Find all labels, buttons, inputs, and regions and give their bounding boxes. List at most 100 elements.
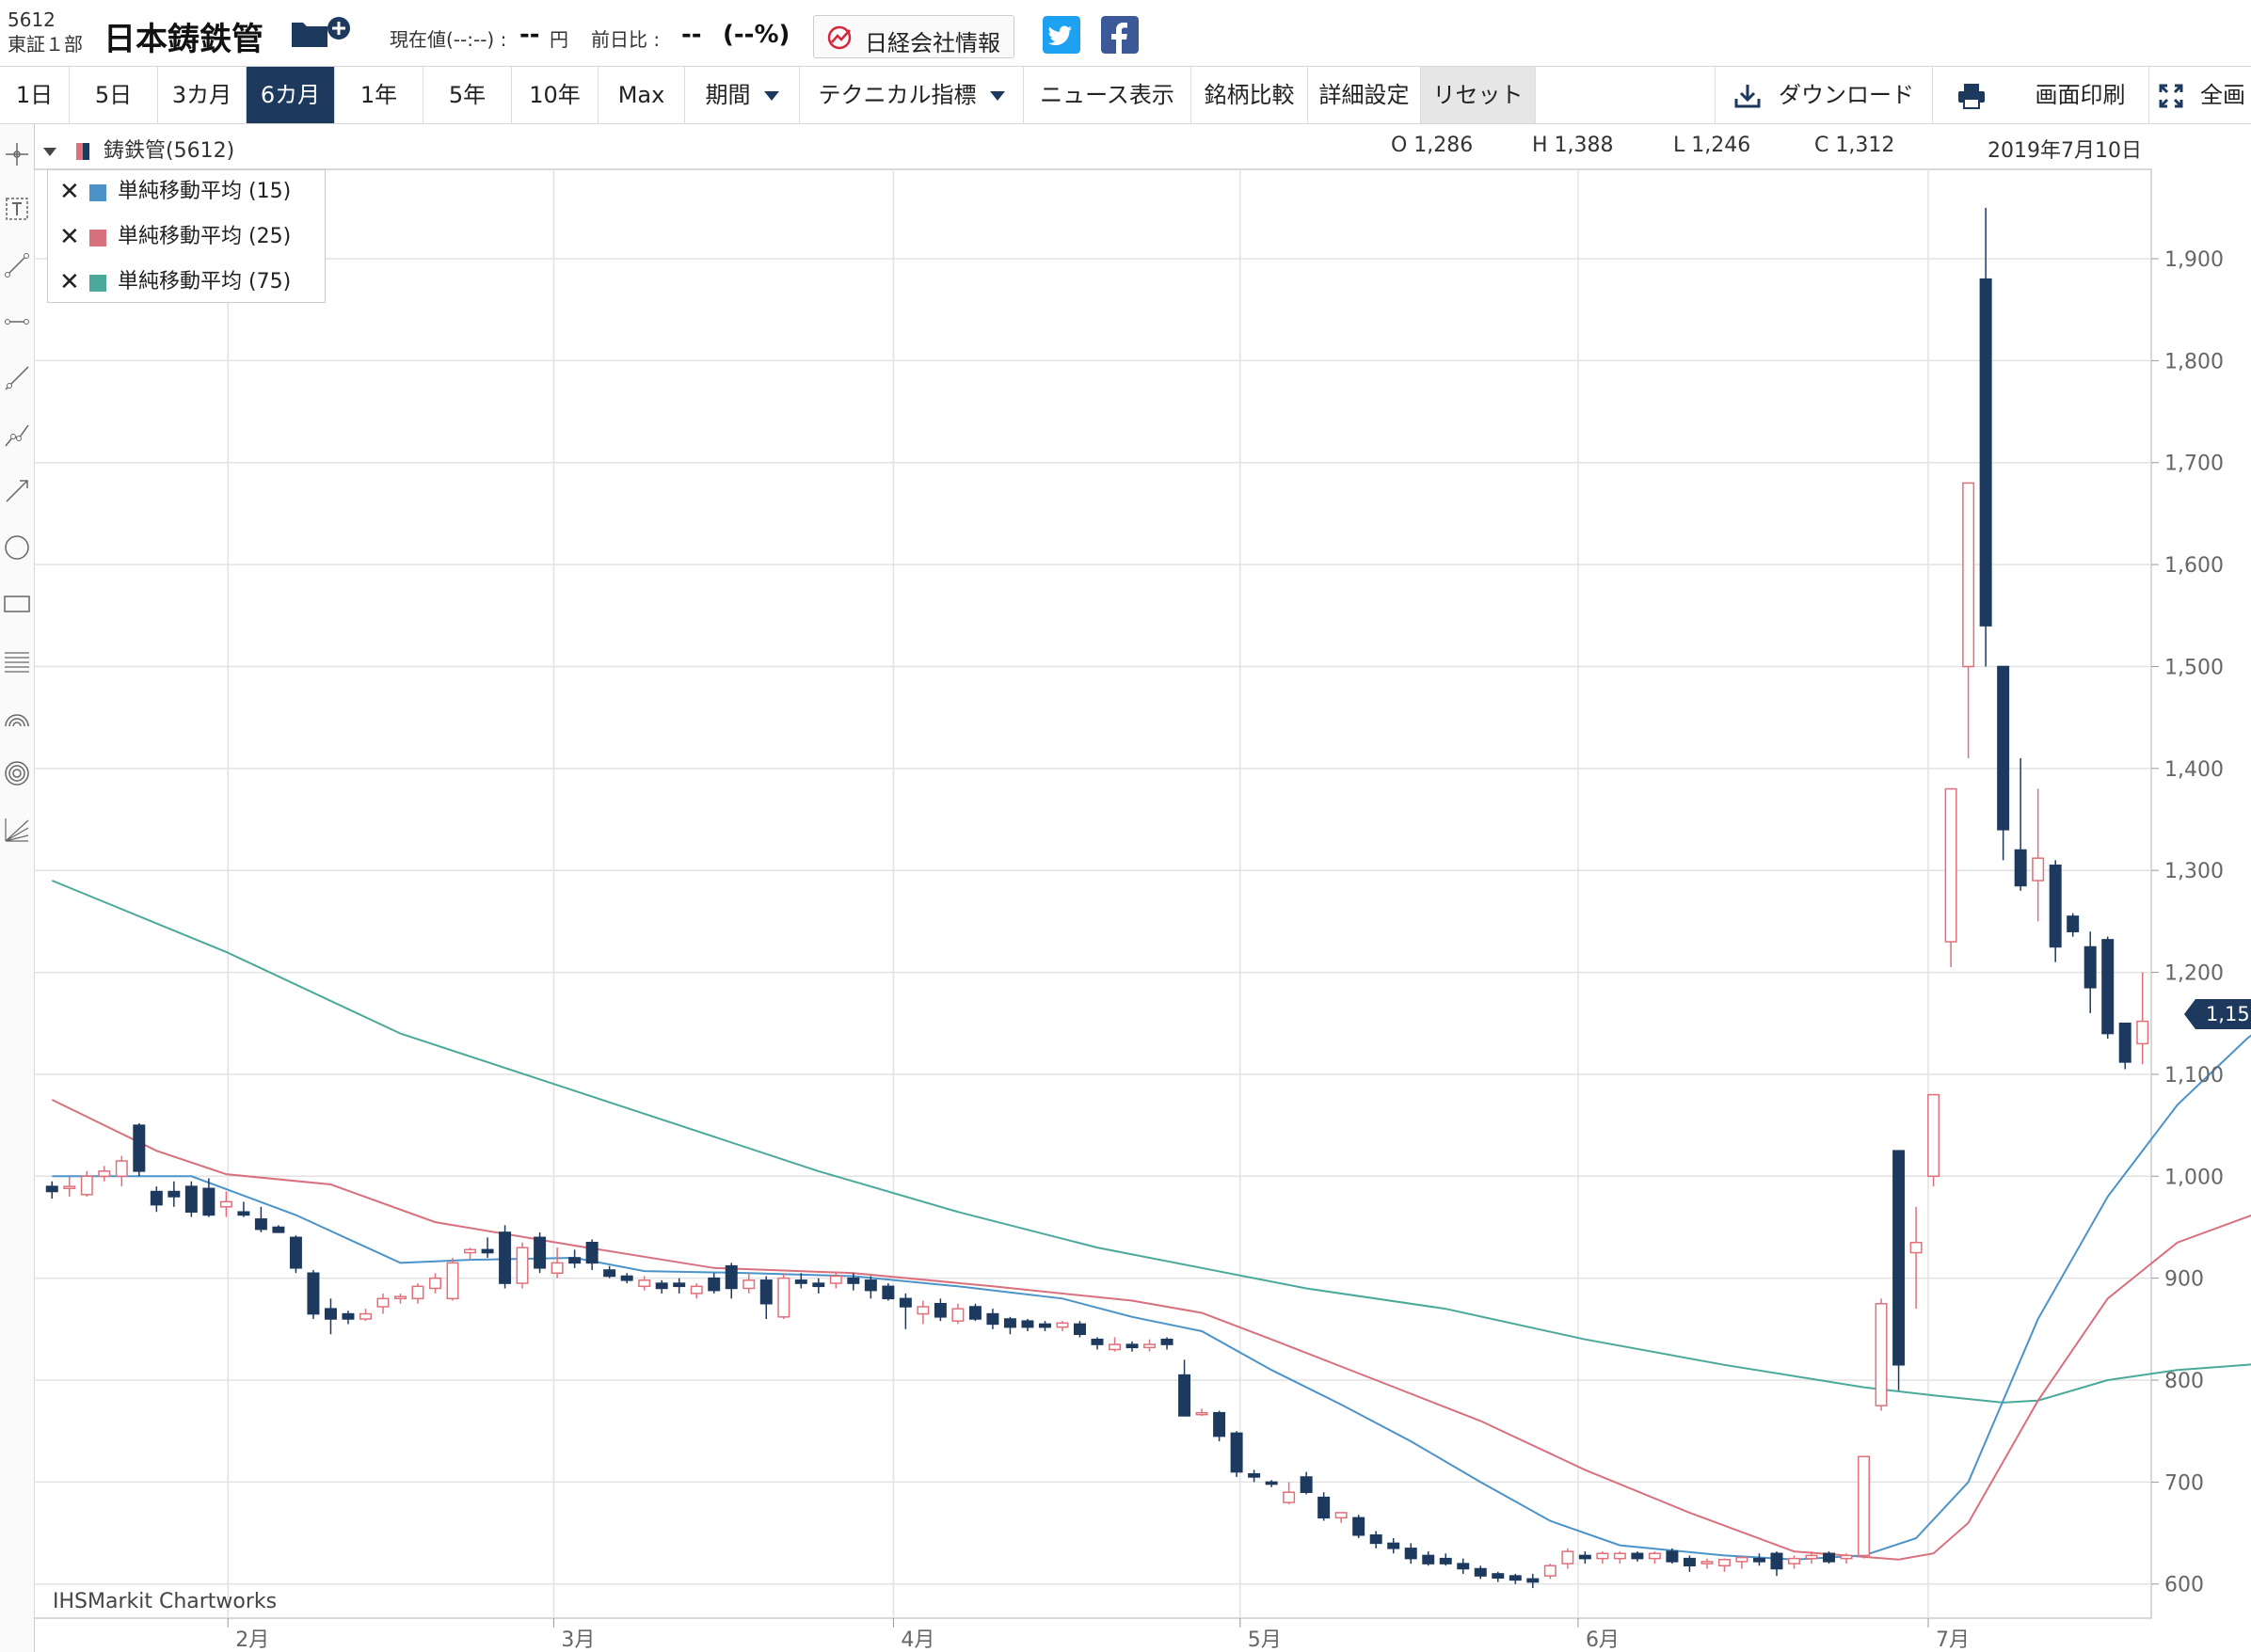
candle	[80, 1170, 93, 1197]
add-to-portfolio-icon[interactable]	[290, 15, 352, 53]
candle-body	[184, 1185, 198, 1213]
y-tick-label: 1,300	[2164, 860, 2224, 883]
caret-down-icon	[989, 91, 1005, 101]
fullscreen-button[interactable]: 全画	[2149, 67, 2251, 123]
price-chart[interactable]: 600 700 800 900 1,000 1,100 1,200 1,300 1,400 1,5…	[34, 124, 2251, 1652]
fibonacci-circle-icon[interactable]	[2, 758, 32, 788]
range-dropdown[interactable]: 期間	[685, 67, 800, 123]
candle	[1369, 1531, 1382, 1549]
candle-body	[1300, 1476, 1313, 1493]
period-3m-button[interactable]: 3カ月	[158, 67, 247, 123]
text-tool-icon[interactable]	[2, 194, 32, 224]
candle-body	[1909, 1241, 1923, 1254]
candle	[551, 1247, 564, 1279]
period-10y-button[interactable]: 10年	[512, 67, 599, 123]
candle-body	[98, 1170, 111, 1178]
candle	[342, 1310, 355, 1325]
period-1d-button[interactable]: 1日	[0, 67, 70, 123]
candle-body	[464, 1248, 477, 1254]
candle-body	[1143, 1343, 1157, 1349]
candle	[1648, 1551, 1661, 1565]
candle	[63, 1176, 76, 1197]
candle	[516, 1242, 529, 1289]
candle	[725, 1263, 738, 1299]
candle	[1195, 1408, 1208, 1416]
period-6m-button[interactable]: 6カ月	[247, 67, 335, 123]
sma75-line	[51, 880, 2251, 1404]
candle-body	[2049, 865, 2062, 948]
candle	[411, 1283, 424, 1304]
x-tick-label: 7月	[1936, 1628, 1970, 1652]
period-5y-button[interactable]: 5年	[423, 67, 512, 123]
fibonacci-retracement-icon[interactable]	[2, 645, 32, 675]
news-toggle-button[interactable]: ニュース表示	[1024, 67, 1191, 123]
legend-item-sma25: ✕ 単純移動平均 (25)	[57, 218, 321, 256]
technical-indicator-dropdown[interactable]: テクニカル指標	[800, 67, 1024, 123]
circle-tool-icon[interactable]	[2, 532, 32, 563]
candle	[1717, 1558, 1731, 1572]
legend-swatch	[89, 230, 106, 246]
candle-body	[1352, 1517, 1365, 1536]
candle	[1160, 1337, 1173, 1350]
candle	[133, 1122, 146, 1177]
candle-body	[1126, 1343, 1139, 1349]
candle-body	[168, 1190, 181, 1198]
candle	[1230, 1431, 1243, 1477]
candlestick-chart[interactable]: 600 700 800 900 1,000 1,100 1,200 1,300 1,400 1,5…	[34, 124, 2251, 1652]
period-5d-button[interactable]: 5日	[70, 67, 158, 123]
candle	[1352, 1515, 1365, 1538]
candle	[1422, 1551, 1435, 1566]
candle-body	[1979, 278, 1992, 627]
print-button[interactable]: 画面印刷	[1933, 67, 2149, 123]
candle	[759, 1276, 773, 1319]
rectangle-tool-icon[interactable]	[2, 589, 32, 619]
trend-line-icon[interactable]	[2, 250, 32, 280]
candle	[951, 1303, 965, 1325]
remove-indicator-icon[interactable]: ✕	[59, 178, 80, 206]
candle-body	[1021, 1320, 1034, 1328]
candle-body	[359, 1312, 372, 1320]
candle	[429, 1273, 442, 1294]
candle-body	[1962, 482, 1975, 668]
candle-body	[2067, 915, 2080, 932]
candle	[812, 1278, 825, 1294]
download-button[interactable]: ダウンロード	[1715, 67, 1933, 123]
indicator-legend: ✕ 単純移動平均 (15) ✕ 単純移動平均 (25) ✕ 単純移動平均 (75…	[47, 169, 326, 303]
ray-line-icon[interactable]	[2, 363, 32, 393]
y-tick-label: 1,200	[2164, 962, 2224, 986]
candle-body	[794, 1279, 807, 1284]
candle	[1178, 1359, 1191, 1417]
period-1y-button[interactable]: 1年	[335, 67, 423, 123]
candle-body	[80, 1175, 93, 1196]
remove-indicator-icon[interactable]: ✕	[59, 268, 80, 296]
y-tick-label: 1,600	[2164, 554, 2224, 578]
detail-settings-button[interactable]: 詳細設定	[1308, 67, 1421, 123]
crosshair-icon[interactable]	[2, 139, 32, 169]
arrow-line-icon[interactable]	[2, 476, 32, 506]
nikkei-company-info-button[interactable]: 日経会社情報	[813, 15, 1014, 58]
series-selector[interactable]: 鋳鉄管(5612)	[43, 134, 234, 164]
candle-body	[986, 1312, 999, 1326]
period-max-button[interactable]: Max	[599, 67, 685, 123]
compare-button[interactable]: 銘柄比較	[1191, 67, 1308, 123]
remove-indicator-icon[interactable]: ✕	[59, 223, 80, 251]
candle-body	[1752, 1557, 1765, 1563]
candle	[673, 1278, 686, 1294]
y-tick-label: 600	[2164, 1574, 2204, 1597]
facebook-icon[interactable]	[1101, 16, 1139, 54]
y-tick-label: 1,800	[2164, 350, 2224, 373]
candle-body	[2101, 939, 2115, 1035]
fibonacci-arc-icon[interactable]	[2, 702, 32, 732]
y-tick-label: 1,000	[2164, 1166, 2224, 1189]
candle-body	[1369, 1533, 1382, 1545]
ohlc-high: H 1,388	[1532, 134, 1614, 157]
reset-button[interactable]: リセット	[1421, 67, 1536, 123]
polyline-icon[interactable]	[2, 420, 32, 450]
twitter-icon[interactable]	[1043, 16, 1080, 54]
candle	[1492, 1571, 1505, 1582]
candle	[847, 1273, 860, 1291]
candle	[1317, 1492, 1331, 1521]
horizontal-line-icon[interactable]	[2, 307, 32, 337]
y-tick-label: 1,400	[2164, 758, 2224, 782]
fibonacci-fan-icon[interactable]	[2, 815, 32, 845]
